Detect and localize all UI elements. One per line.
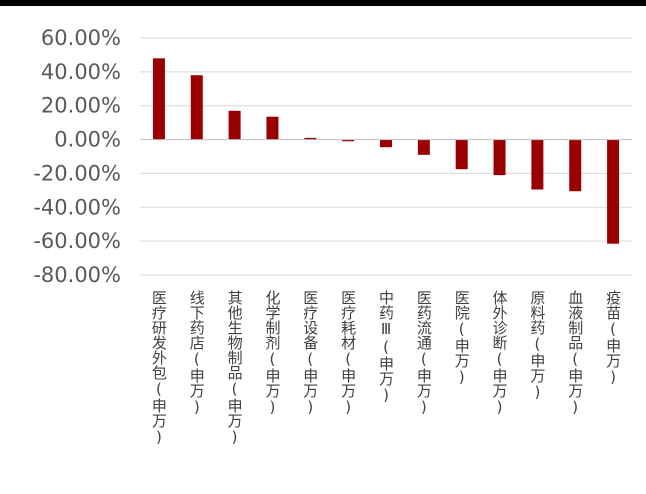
- bars: [152, 58, 620, 244]
- y-tick-label: -60.00%: [33, 229, 121, 253]
- bar: [380, 139, 392, 148]
- top-border: [0, 0, 646, 6]
- y-axis-tick-labels: 60.00% 40.00% 20.00% 0.00% -20.00% -40.00% -60…: [33, 26, 121, 287]
- x-tick-label: 其他生物制品(申万): [226, 290, 244, 446]
- y-tick-label: 20.00%: [41, 94, 121, 118]
- bar: [417, 139, 430, 155]
- bar: [342, 139, 355, 142]
- x-tick-label: 医院(申万): [453, 290, 471, 386]
- bar: [493, 139, 506, 176]
- bar: [607, 139, 620, 244]
- y-tick-label: -40.00%: [33, 195, 121, 219]
- bar: [190, 75, 203, 140]
- y-tick-label: 0.00%: [54, 128, 121, 152]
- bar: [455, 139, 468, 170]
- x-tick-label: 医疗设备(申万): [301, 290, 319, 416]
- y-tick-label: 60.00%: [41, 26, 121, 50]
- x-tick-label: 医疗耗材(申万): [339, 290, 357, 416]
- gridlines: [140, 37, 632, 276]
- x-tick-label: 血液制品(申万): [566, 290, 584, 416]
- x-tick-label: 化学制剂(申万): [263, 290, 281, 416]
- y-tick-label: -80.00%: [33, 263, 121, 287]
- x-tick-label: 原料药(申万): [528, 290, 546, 401]
- x-tick-label: 疫苗(申万): [604, 290, 622, 386]
- x-tick-label: 中药Ⅲ(申万): [377, 290, 395, 404]
- bar: [228, 110, 241, 140]
- bar: [531, 139, 544, 190]
- x-tick-label: 医药流通(申万): [415, 290, 433, 416]
- bar: [304, 137, 317, 140]
- x-tick-label: 线下药店(申万): [188, 290, 206, 416]
- bar: [266, 116, 279, 140]
- x-tick-label: 医疗研发外包(申万): [150, 290, 168, 446]
- bar: [152, 58, 165, 140]
- x-tick-label: 体外诊断(申万): [491, 290, 509, 416]
- y-tick-label: -20.00%: [33, 161, 121, 185]
- y-tick-label: 40.00%: [41, 60, 121, 84]
- bar: [569, 139, 582, 192]
- x-axis-tick-labels: 医疗研发外包(申万) 线下药店(申万) 其他生物制品(申万) 化学制剂(申万) 医疗设备…: [150, 290, 622, 446]
